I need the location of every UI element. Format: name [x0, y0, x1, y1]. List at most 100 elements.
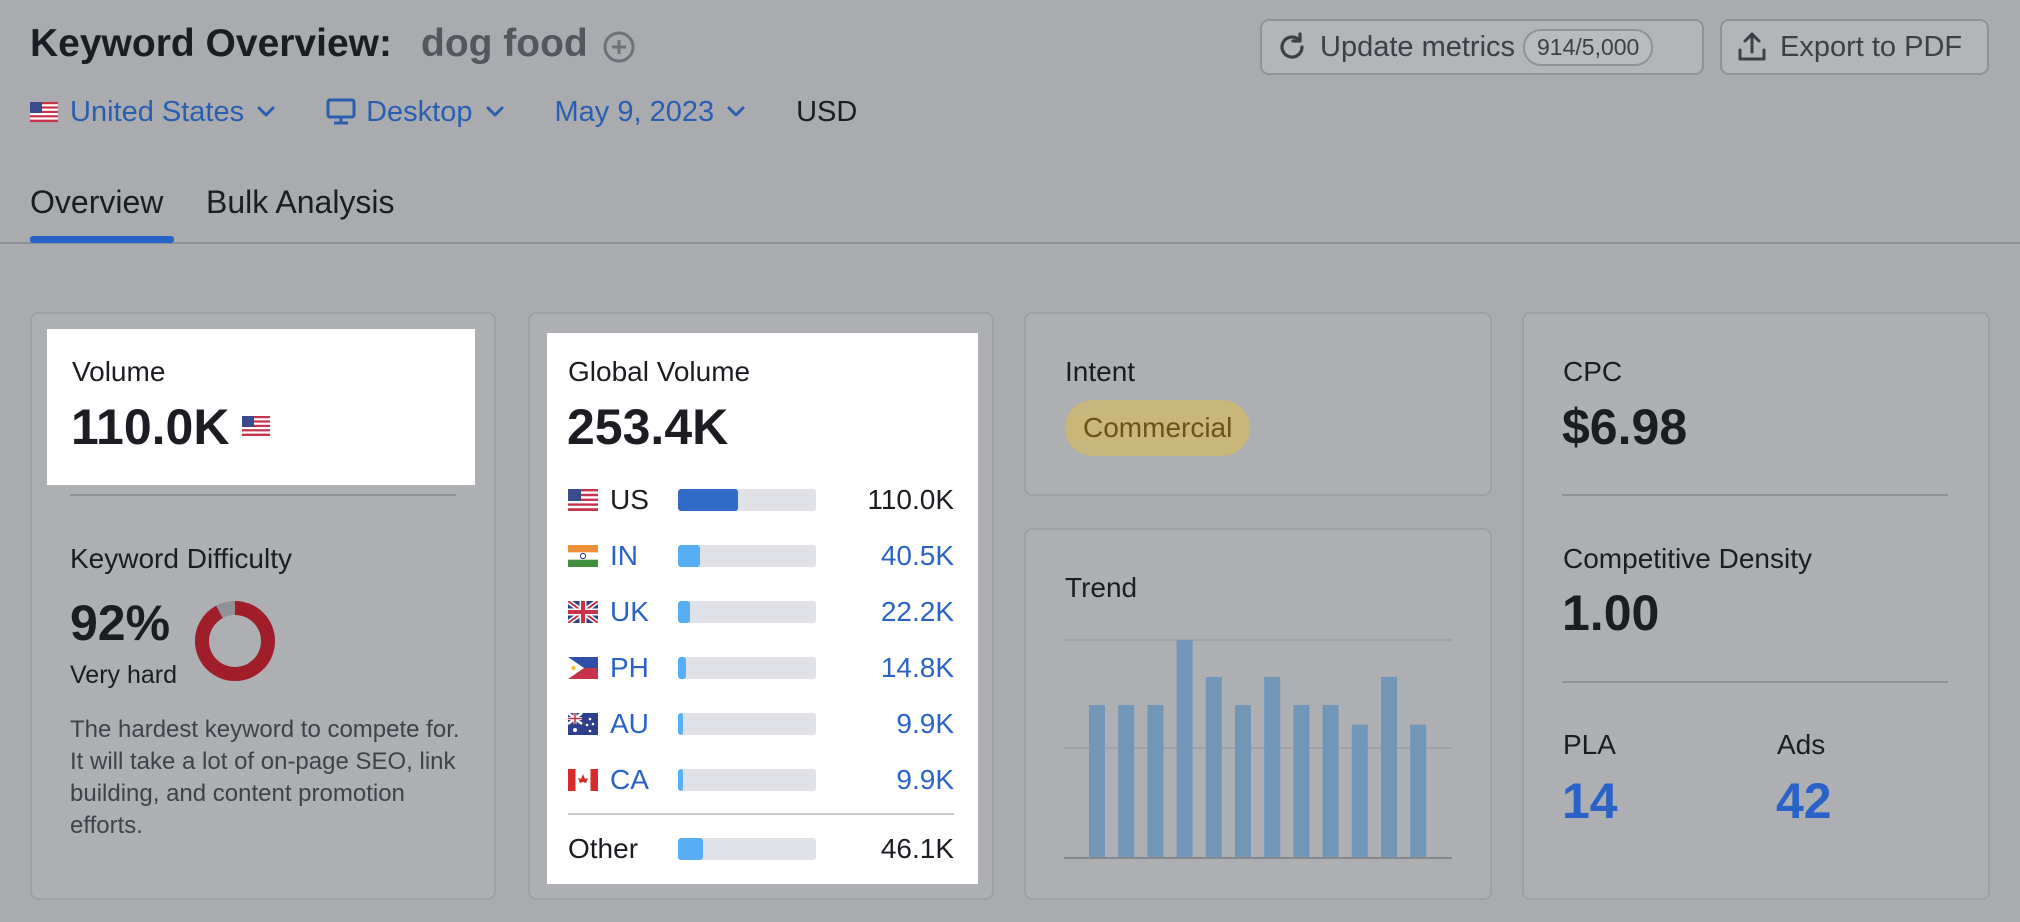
device-label: Desktop	[366, 95, 473, 128]
ads-label: Ads	[1777, 729, 1826, 760]
chevron-down-icon	[486, 106, 503, 117]
country-label: United States	[70, 95, 245, 128]
keyword-difficulty-value: 92%	[70, 595, 171, 651]
add-keyword-icon[interactable]	[602, 30, 636, 64]
cpc-label: CPC	[1563, 356, 1623, 387]
trend-chart	[1064, 639, 1452, 859]
volume-share-bar	[678, 657, 816, 679]
country-code: US	[610, 484, 649, 515]
volume-share-fill	[678, 713, 684, 735]
volume-share-fill	[678, 545, 701, 567]
trend-bar[interactable]	[1381, 676, 1397, 857]
us-flag-icon	[242, 416, 270, 436]
refresh-icon	[1280, 32, 1304, 59]
update-metrics-button[interactable]: Update metrics 914/5,000	[1260, 19, 1704, 75]
trend-bar[interactable]	[1089, 705, 1105, 857]
desktop-icon	[326, 98, 356, 125]
volume-share-bar	[678, 545, 816, 567]
country-row-ca[interactable]: CA 9.9K	[568, 760, 954, 800]
in-flag-icon	[568, 545, 598, 567]
country-code: AU	[610, 708, 649, 739]
volume-share-bar	[678, 489, 816, 511]
country-code: IN	[610, 540, 638, 571]
date-label: May 9, 2023	[554, 95, 715, 128]
country-row-au[interactable]: AU 9.9K	[568, 704, 954, 744]
trend-bar[interactable]	[1205, 676, 1222, 857]
trend-bar[interactable]	[1147, 705, 1164, 857]
country-volume: 40.5K	[880, 540, 954, 571]
country-row-other: Other 46.1K	[568, 829, 954, 869]
trend-bar[interactable]	[1410, 724, 1427, 857]
trend-label: Trend	[1065, 572, 1138, 603]
tab-bulk-analysis[interactable]: Bulk Analysis	[206, 184, 395, 220]
trend-bar[interactable]	[1322, 705, 1339, 857]
country-volume: 9.9K	[896, 708, 954, 739]
volume-share-bar	[678, 769, 816, 791]
divider	[1562, 494, 1948, 496]
volume-share-fill	[678, 657, 686, 679]
country-volume: 9.9K	[896, 764, 954, 795]
divider	[568, 813, 954, 815]
volume-share-fill	[678, 489, 738, 511]
volume-share-fill	[678, 838, 704, 860]
trend-bar[interactable]	[1235, 705, 1251, 857]
global-volume-value: 253.4K	[567, 399, 729, 455]
ph-flag-icon	[568, 657, 598, 679]
other-label: Other	[568, 833, 639, 864]
au-flag-icon	[568, 713, 598, 735]
country-row-ph[interactable]: PH 14.8K	[568, 648, 954, 688]
keyword-difficulty-label: Keyword Difficulty	[70, 543, 293, 574]
country-volume: 14.8K	[880, 652, 954, 683]
currency-label: USD	[796, 95, 858, 128]
us-flag-icon	[30, 102, 58, 122]
pla-label: PLA	[1563, 729, 1616, 760]
ads-value[interactable]: 42	[1776, 773, 1832, 829]
trend-bar[interactable]	[1351, 724, 1368, 857]
volume-highlight	[47, 329, 475, 485]
keyword-difficulty-description: The hardest keyword to compete for. It w…	[70, 716, 460, 839]
intent-label: Intent	[1065, 356, 1136, 387]
export-pdf-label: Export to PDF	[1780, 30, 1963, 63]
volume-share-fill	[678, 601, 691, 623]
keyword-name: dog food	[421, 22, 588, 65]
country-code: PH	[610, 652, 649, 683]
country-row-uk[interactable]: UK 22.2K	[568, 592, 954, 632]
trend-bar[interactable]	[1176, 640, 1193, 857]
country-code: UK	[610, 596, 649, 627]
trend-bar[interactable]	[1293, 705, 1310, 857]
volume-label: Volume	[72, 356, 166, 387]
difficulty-donut-chart	[195, 601, 275, 681]
country-volume: 110.0K	[867, 484, 954, 515]
country-selector[interactable]: United States	[30, 96, 276, 129]
trend-bar[interactable]	[1264, 676, 1281, 857]
country-volume: 22.2K	[880, 596, 954, 627]
cpc-value: $6.98	[1562, 399, 1688, 455]
uk-flag-icon	[568, 601, 598, 623]
export-pdf-button[interactable]: Export to PDF	[1720, 19, 1989, 75]
date-selector[interactable]: May 9, 2023	[555, 96, 747, 129]
country-row-in[interactable]: IN 40.5K	[568, 536, 954, 576]
trend-bar[interactable]	[1118, 705, 1135, 857]
cpc-card	[1522, 312, 1990, 900]
volume-share-bar	[678, 601, 816, 623]
divider	[1562, 681, 1948, 683]
divider	[70, 494, 456, 496]
competitive-density-value: 1.00	[1562, 585, 1660, 641]
volume-share-fill	[678, 769, 684, 791]
competitive-density-label: Competitive Density	[1563, 543, 1812, 574]
chevron-down-icon	[727, 106, 745, 117]
other-volume: 46.1K	[880, 833, 954, 864]
device-selector[interactable]: Desktop	[326, 96, 504, 129]
pla-value[interactable]: 14	[1562, 773, 1618, 829]
active-tab-indicator	[30, 236, 174, 243]
filter-bar: United States Desktop May 9, 2023 USD	[30, 90, 857, 134]
tab-overview[interactable]: Overview	[30, 184, 164, 220]
update-metrics-label: Update metrics	[1320, 30, 1516, 63]
page-title: Keyword Overview:	[30, 22, 392, 65]
country-code: CA	[610, 764, 649, 795]
chevron-down-icon	[257, 106, 275, 117]
export-icon	[1738, 32, 1766, 61]
update-metrics-counter: 914/5,000	[1523, 28, 1654, 66]
ca-flag-icon	[568, 769, 598, 791]
intent-badge: Commercial	[1065, 400, 1251, 456]
